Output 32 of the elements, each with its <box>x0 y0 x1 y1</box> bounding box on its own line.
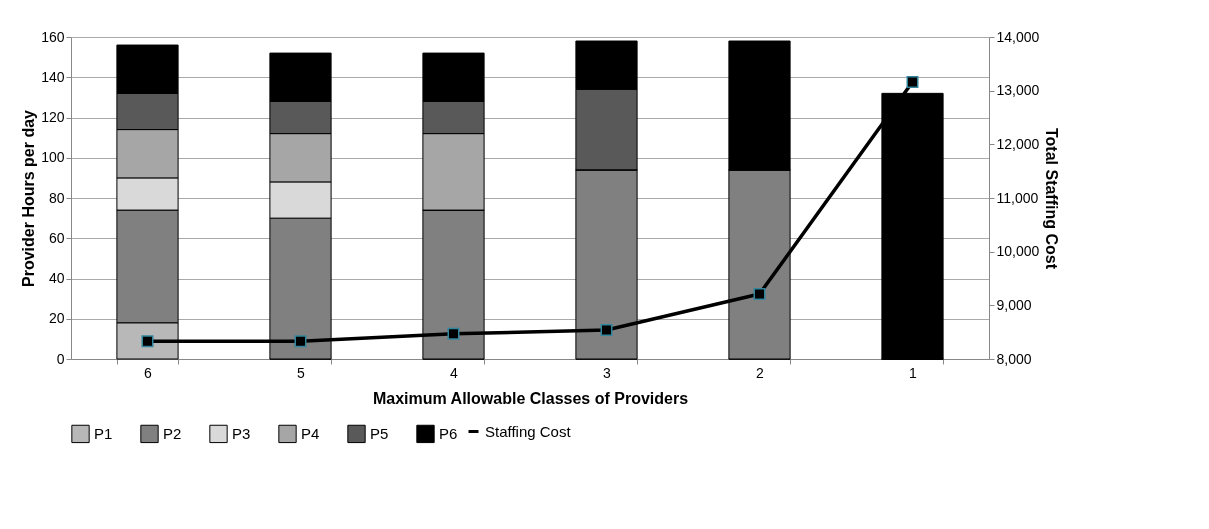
y-tick-label: 0 <box>56 350 65 367</box>
y2-tick-label: 8,000 <box>996 350 1032 367</box>
x-tick-label: 1 <box>909 364 918 381</box>
y2-tick-label: 10,000 <box>996 243 1040 260</box>
legend-label: P1 <box>94 424 113 442</box>
x-tick-label: 4 <box>450 364 459 381</box>
legend-label: P2 <box>163 424 182 442</box>
y-tick-label: 160 <box>41 28 65 45</box>
y-tick-label: 40 <box>48 270 65 286</box>
x-tick-label: 2 <box>756 364 765 381</box>
legend-label: Staffing Cost <box>485 422 572 440</box>
y2-tick-label: 14,000 <box>996 28 1040 45</box>
y-tick-label: 100 <box>41 149 65 166</box>
legend-label: P6 <box>439 424 458 442</box>
legend-label: P3 <box>232 424 251 442</box>
y-tick-label: 20 <box>48 310 65 327</box>
y2-tick-label: 11,000 <box>996 189 1039 206</box>
y-tick-label: 120 <box>41 109 65 125</box>
y2-tick-label: 12,000 <box>996 135 1040 152</box>
legend-label: P5 <box>370 424 389 442</box>
x-tick-label: 6 <box>144 364 153 381</box>
y-tick-label: 80 <box>48 189 65 206</box>
y-tick-label: 140 <box>41 68 65 85</box>
y2-axis-title: Total Staffing Cost <box>1043 127 1061 270</box>
x-axis-title: Maximum Allowable Classes of Providers <box>372 389 689 407</box>
y-axis-title: Provider Hours per day <box>20 109 38 287</box>
x-tick-label: 5 <box>297 364 306 381</box>
y2-tick-label: 9,000 <box>996 296 1032 313</box>
y2-tick-label: 13,000 <box>996 82 1040 99</box>
x-tick-label: 3 <box>603 364 612 381</box>
y-tick-label: 60 <box>48 229 65 246</box>
legend-label: P4 <box>301 424 320 442</box>
